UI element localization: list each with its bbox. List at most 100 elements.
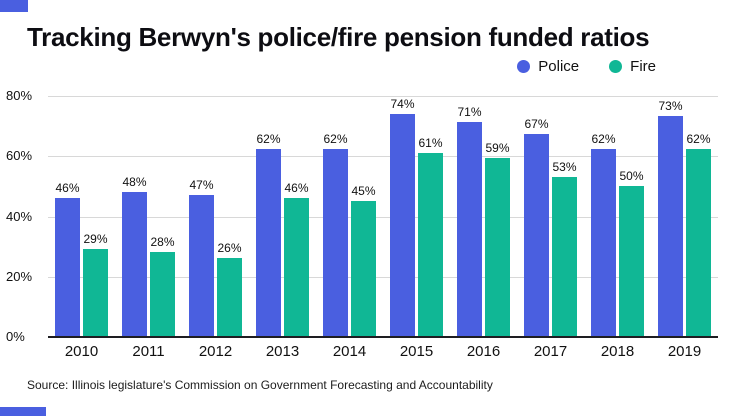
police-bar-wrap: 67%: [524, 97, 549, 337]
fire-value-label: 45%: [351, 183, 376, 198]
y-tick-label: 60%: [6, 148, 33, 164]
police-bar: [323, 149, 348, 337]
legend-item-fire: Fire: [609, 58, 656, 75]
fire-value-label: 59%: [485, 141, 510, 156]
police-bar: [390, 114, 415, 337]
bar-groups: 46% 29% 2010 48% 28% 2011 47% 26% 2012 62% 46% 2013…: [48, 97, 718, 364]
police-bar: [591, 149, 616, 337]
police-value-label: 71%: [457, 105, 482, 120]
bottom-left-accent-bar: [0, 407, 46, 416]
police-bar: [658, 116, 683, 337]
x-axis-label: 2011: [132, 342, 165, 360]
x-axis-label: 2014: [332, 342, 367, 360]
police-bar-wrap: 62%: [591, 97, 616, 337]
x-axis-label: 2013: [265, 342, 300, 360]
fire-bar: [217, 257, 242, 337]
police-bar: [122, 191, 147, 337]
x-axis-label: 2015: [399, 342, 434, 360]
y-tick-label: 20%: [6, 268, 33, 284]
grid-layer: 0% 20% 40% 60% 80%: [6, 88, 718, 344]
y-tick-label: 0%: [6, 329, 25, 344]
fire-value-label: 62%: [686, 132, 711, 147]
fire-bar-wrap: 46%: [284, 97, 309, 337]
bar-pair: 47% 26%: [189, 97, 242, 337]
fire-bar-wrap: 62%: [686, 97, 711, 337]
bar-group: 73% 62% 2019: [657, 97, 713, 364]
fire-value-label: 28%: [150, 234, 175, 249]
x-axis-label: 2017: [533, 342, 568, 360]
fire-bar: [83, 248, 108, 337]
police-bar-wrap: 46%: [55, 97, 80, 337]
police-bar-wrap: 62%: [256, 97, 281, 337]
bar-group: 71% 59% 2016: [456, 97, 512, 364]
fire-bar: [552, 176, 577, 337]
bar-pair: 73% 62%: [658, 97, 711, 337]
bar-group: 62% 50% 2018: [590, 97, 646, 364]
fire-value-label: 46%: [284, 180, 309, 195]
police-bar-wrap: 71%: [457, 97, 482, 337]
fire-bar: [150, 251, 175, 337]
x-axis-label: 2016: [466, 342, 501, 360]
fire-bar: [284, 197, 309, 337]
chart-title: Tracking Berwyn's police/fire pension fu…: [27, 22, 650, 52]
y-tick-label: 40%: [6, 208, 33, 224]
fire-value-label: 29%: [83, 231, 108, 246]
police-bar: [189, 194, 214, 337]
fire-bar-wrap: 29%: [83, 97, 108, 337]
bar-pair: 62% 50%: [591, 97, 644, 337]
fire-bar-wrap: 61%: [418, 97, 443, 337]
police-bar: [256, 149, 281, 337]
fire-legend-label: Fire: [630, 58, 656, 75]
fire-bar-wrap: 45%: [351, 97, 376, 337]
legend: Police Fire: [517, 58, 656, 75]
fire-value-label: 50%: [619, 168, 644, 183]
bar-group: 74% 61% 2015: [389, 97, 445, 364]
bar-group: 48% 28% 2011: [121, 97, 177, 364]
police-bar-wrap: 48%: [122, 97, 147, 337]
police-legend-dot-icon: [517, 60, 531, 73]
bar-pair: 62% 46%: [256, 97, 309, 337]
fire-bar-wrap: 59%: [485, 97, 510, 337]
police-value-label: 47%: [189, 177, 214, 192]
fire-bar: [418, 153, 443, 337]
fire-bar: [686, 149, 711, 337]
fire-bar: [619, 185, 644, 337]
bar-chart: 0% 20% 40% 60% 80% 46% 29% 2010 48% 28% 2011 47% 26…: [6, 88, 718, 364]
police-value-label: 74%: [390, 97, 415, 111]
police-value-label: 62%: [256, 132, 281, 147]
fire-bar-wrap: 53%: [552, 97, 577, 337]
x-axis-label: 2012: [198, 342, 233, 360]
police-bar-wrap: 73%: [658, 97, 683, 337]
fire-bar-wrap: 28%: [150, 97, 175, 337]
police-bar: [524, 134, 549, 337]
bar-pair: 71% 59%: [457, 97, 510, 337]
bar-pair: 62% 45%: [323, 97, 376, 337]
legend-item-police: Police: [517, 58, 579, 75]
police-bar: [457, 122, 482, 337]
police-value-label: 46%: [55, 180, 80, 195]
fire-bar-wrap: 50%: [619, 97, 644, 337]
police-bar-wrap: 62%: [323, 97, 348, 337]
gridline: [48, 276, 718, 278]
police-value-label: 73%: [658, 99, 683, 114]
fire-bar: [351, 200, 376, 337]
police-bar-wrap: 47%: [189, 97, 214, 337]
fire-bar-wrap: 26%: [217, 97, 242, 337]
top-left-accent-bar: [0, 0, 28, 12]
source-attribution: Source: Illinois legislature's Commissio…: [27, 378, 493, 392]
x-axis-label: 2019: [667, 342, 702, 360]
police-legend-label: Police: [538, 58, 580, 75]
police-value-label: 67%: [524, 117, 549, 132]
x-axis-label: 2018: [600, 342, 635, 360]
bar-group: 46% 29% 2010: [54, 97, 110, 364]
gridline: [48, 96, 718, 97]
fire-bar: [485, 158, 510, 337]
police-value-label: 62%: [591, 132, 616, 147]
police-value-label: 48%: [122, 174, 147, 189]
x-axis-label: 2010: [64, 342, 99, 360]
bar-group: 62% 46% 2013: [255, 97, 311, 364]
bar-pair: 74% 61%: [390, 97, 443, 337]
bar-group: 62% 45% 2014: [322, 97, 378, 364]
bar-pair: 48% 28%: [122, 97, 175, 337]
police-bar-wrap: 74%: [390, 97, 415, 337]
